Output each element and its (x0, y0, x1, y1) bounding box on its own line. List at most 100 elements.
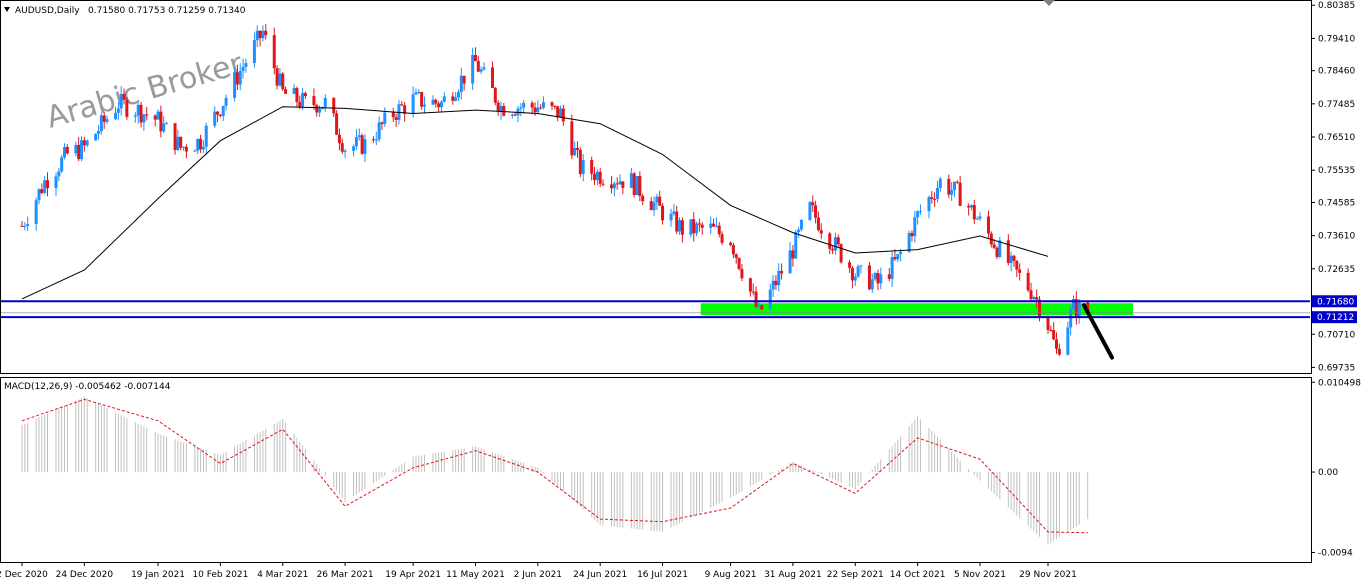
candle-body (629, 173, 633, 188)
candle-body (935, 187, 939, 199)
candle-body (184, 146, 188, 152)
candle-body (159, 111, 163, 132)
price-tick-label: 0.74585 (1318, 198, 1355, 208)
candle-body (471, 54, 475, 84)
candle-body (196, 138, 200, 151)
shift-marker-icon[interactable] (1043, 0, 1055, 6)
candle-body (476, 60, 480, 72)
candle-body (315, 105, 319, 113)
candle-body (323, 98, 327, 108)
candle-body (422, 104, 426, 107)
candle-body (570, 121, 574, 156)
time-tick-label: 26 Mar 2021 (317, 570, 374, 580)
candle-body (417, 92, 421, 94)
candle-body (856, 266, 860, 277)
candle-body (411, 94, 415, 114)
candle-body (799, 219, 803, 230)
time-tick-label: 16 Jul 2021 (637, 570, 688, 580)
time-tick-label: 22 Sep 2021 (827, 570, 884, 580)
price-tick-label: 0.77485 (1318, 100, 1355, 110)
candle-body (533, 107, 537, 113)
candle-body (502, 106, 506, 116)
candle-body (576, 147, 580, 150)
candle-body (581, 159, 585, 174)
candle-body (870, 279, 874, 290)
candle-body (34, 200, 38, 225)
candle-body (513, 114, 517, 116)
candle-body (731, 245, 735, 255)
candle-body (1049, 329, 1053, 331)
candle-body (1066, 327, 1070, 355)
down-arrow[interactable] (1082, 303, 1114, 360)
price-tag: 0.71680 (1317, 297, 1354, 307)
candle-body (1012, 255, 1016, 261)
candle-body (593, 173, 597, 181)
arrow-layer (1082, 303, 1114, 360)
candle-body (573, 147, 577, 156)
candle-body (808, 202, 812, 220)
candle-body (658, 196, 662, 206)
candle-body (94, 133, 98, 141)
candle-body (482, 67, 486, 70)
candle-body (499, 106, 503, 112)
candle-body (610, 184, 614, 189)
macd-label: MACD(12,26,9) -0.005462 -0.007144 (4, 382, 171, 392)
candle-body (459, 75, 463, 93)
candle-body (400, 104, 404, 106)
candle-body (434, 99, 438, 104)
candle-body (496, 102, 500, 112)
time-tick-label: 5 Nov 2021 (954, 570, 1006, 580)
candle-body (748, 278, 752, 292)
candle-body (1057, 348, 1061, 355)
candle-body (238, 71, 242, 85)
candle-body (40, 189, 44, 193)
candle-body (97, 131, 101, 134)
candle-body (119, 93, 123, 109)
time-tick-label: 19 Apr 2021 (385, 570, 441, 580)
candle-body (740, 268, 744, 279)
candle-body (244, 62, 248, 67)
candle-body (978, 216, 982, 219)
time-tick-label: 24 Dec 2020 (56, 570, 114, 580)
support-zone-layer (700, 303, 1134, 316)
candle-body (173, 123, 177, 150)
candle-body (74, 144, 78, 154)
candle-body (272, 35, 276, 69)
candle-body (391, 112, 395, 118)
dropdown-triangle-icon[interactable] (4, 7, 10, 12)
candle-body (1052, 330, 1056, 340)
candle-body (136, 104, 140, 116)
candle-body (641, 195, 645, 202)
candle-body (255, 30, 259, 41)
candle-body (85, 140, 89, 146)
candle-body (836, 237, 840, 245)
candle-body (1032, 297, 1036, 300)
candle-body (60, 157, 64, 172)
candle-body (896, 254, 900, 260)
candle-body (720, 234, 724, 243)
candle-body (615, 183, 619, 185)
candle-body (80, 140, 84, 160)
candle-body (797, 229, 801, 233)
candle-body (54, 176, 58, 189)
candle-body (893, 257, 897, 260)
candle-body (233, 72, 237, 98)
candle-body (394, 117, 398, 120)
candle-body (678, 220, 682, 232)
time-tick-label: 2 Dec 2020 (0, 570, 48, 580)
time-tick-label: 9 Aug 2021 (705, 570, 757, 580)
candle-body (618, 181, 622, 185)
candle-body (561, 108, 565, 122)
candle-body (165, 123, 169, 125)
candle-body (318, 108, 322, 113)
candle-body (380, 122, 384, 124)
candle-body (621, 181, 625, 188)
candle-body (522, 102, 526, 108)
candle-body (811, 202, 815, 206)
macd-tick-label: -0.0094 (1318, 548, 1353, 558)
candle-body (241, 66, 245, 72)
candle-body (553, 105, 557, 107)
candle-body (734, 254, 738, 258)
candle-body (595, 171, 599, 181)
